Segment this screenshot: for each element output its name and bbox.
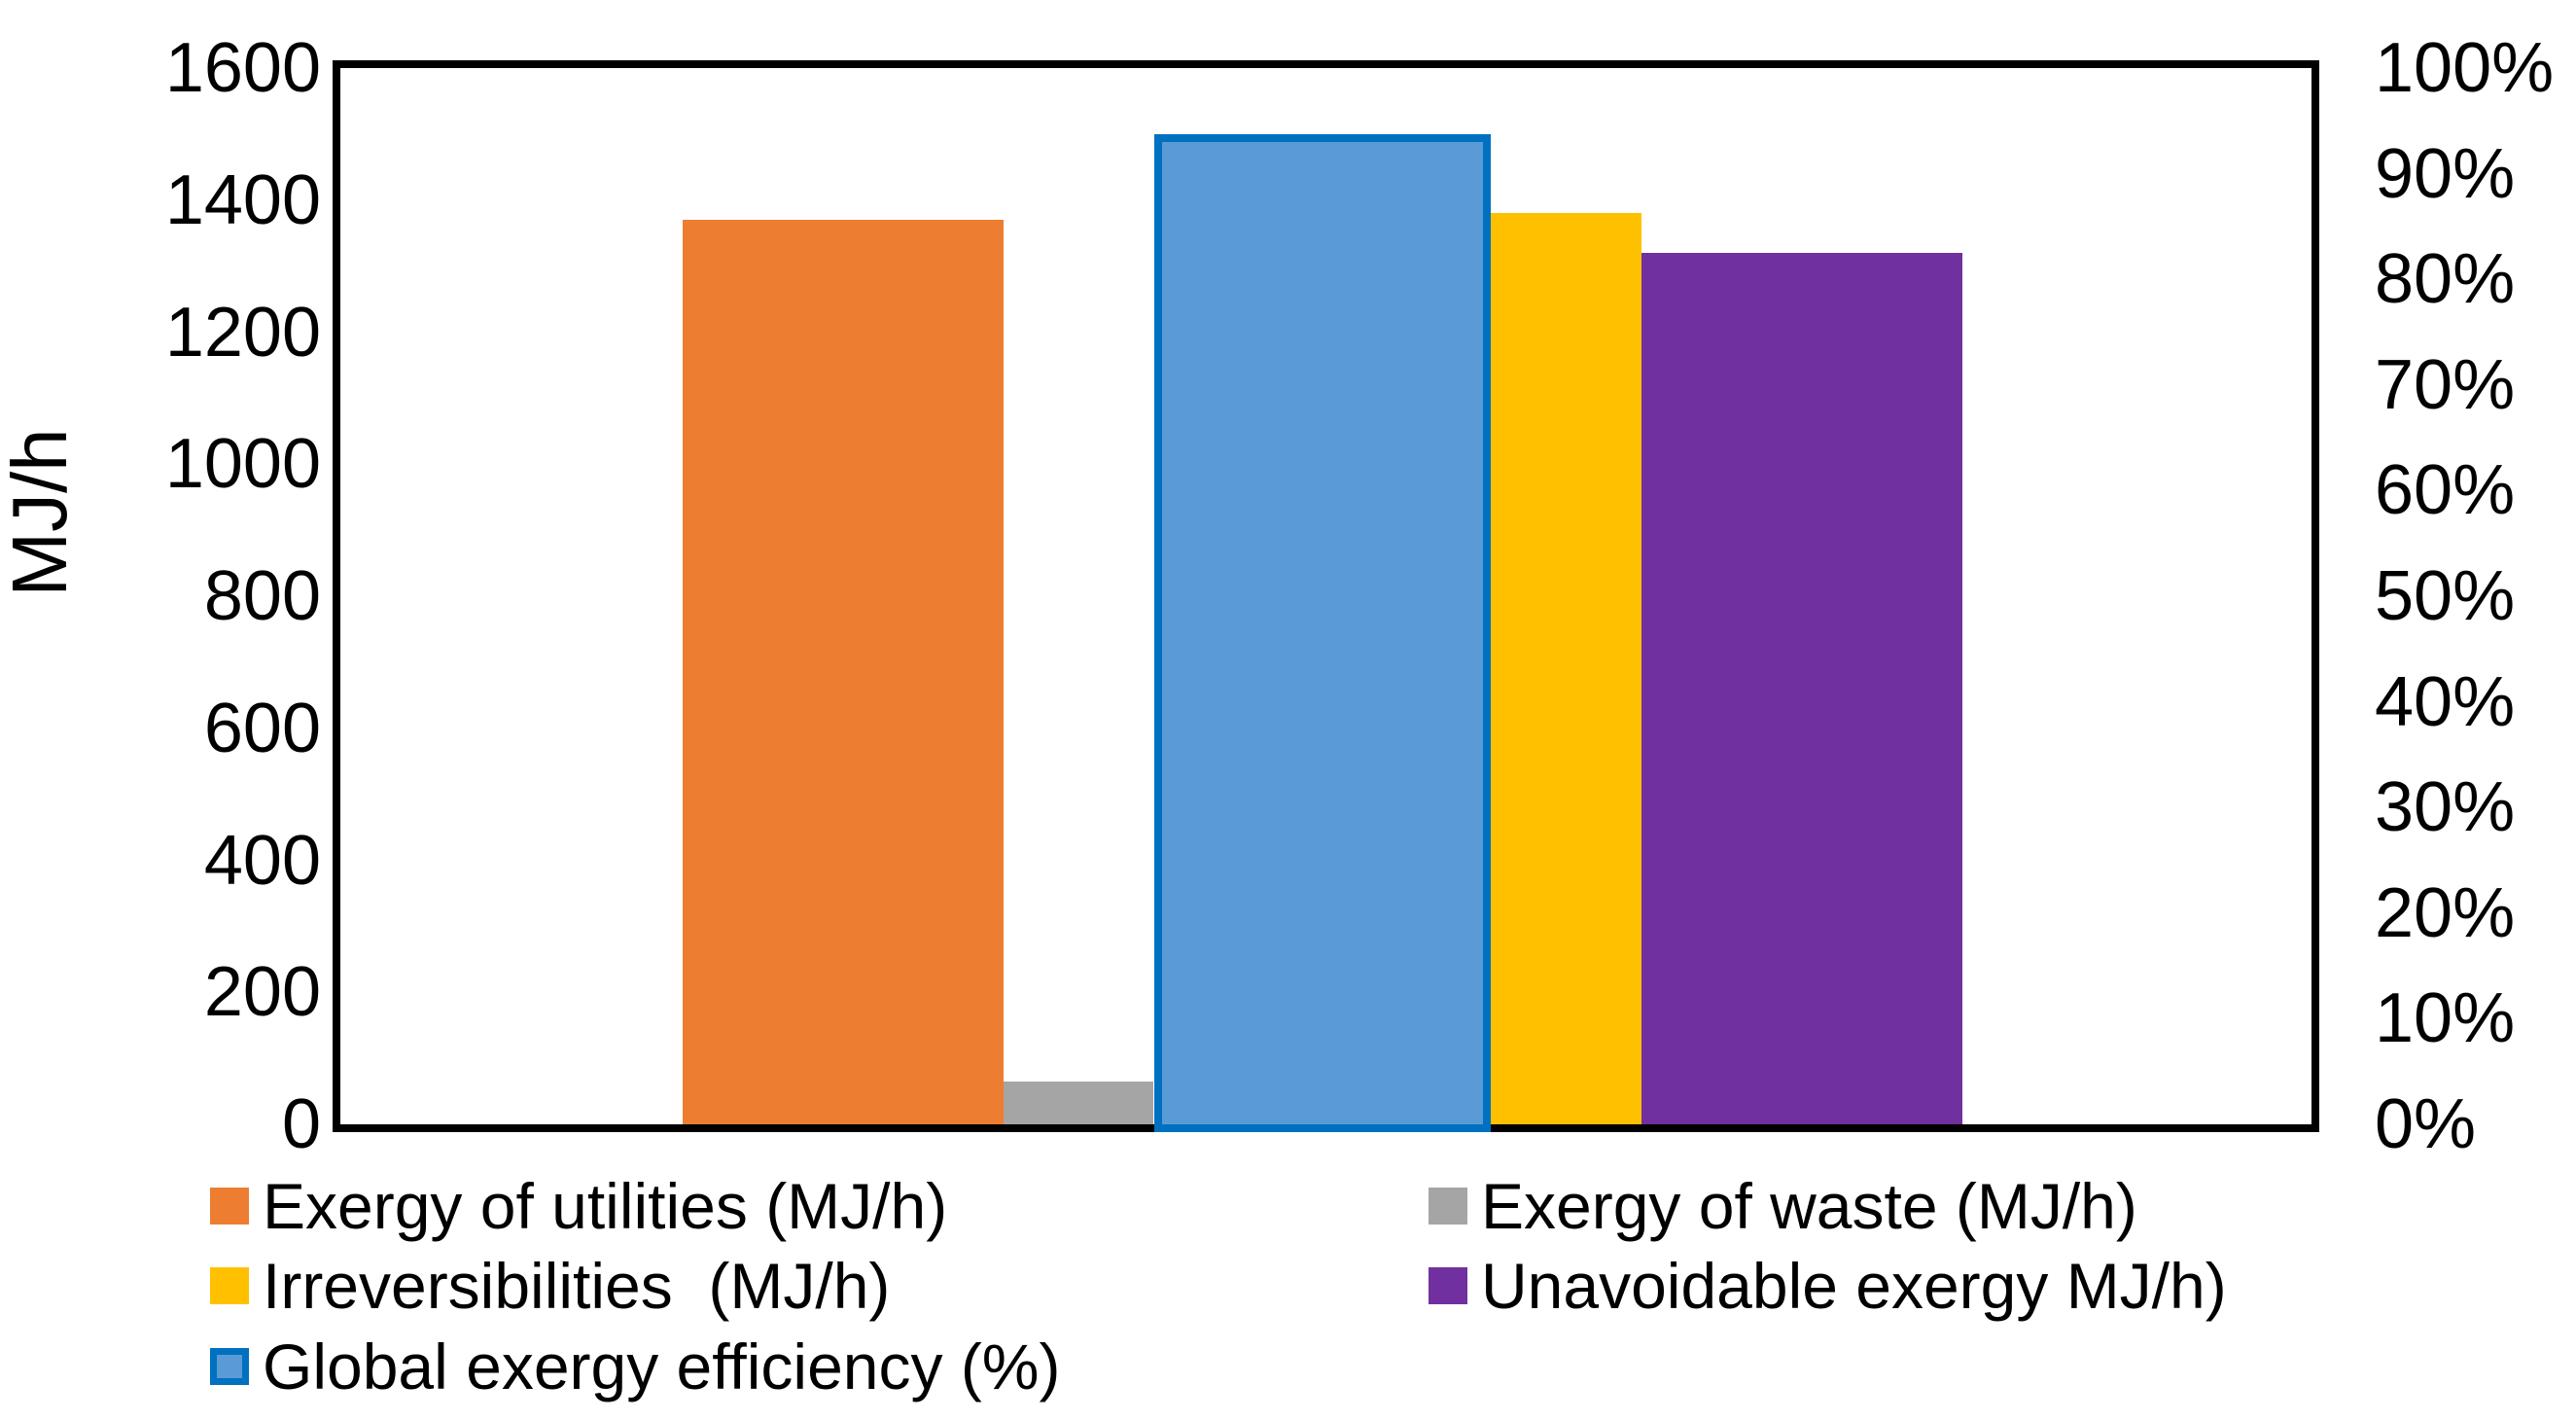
legend-label-exergy-of-utilities-mj-h: Exergy of utilities (MJ/h) <box>263 1170 948 1242</box>
legend-label-irreversibilities-mj-h: Irreversibilities (MJ/h) <box>263 1250 891 1322</box>
plot-area <box>333 60 2319 1132</box>
left-axis-tick-1200: 1200 <box>164 294 321 372</box>
bar-exergy-of-utilities-mj-h <box>683 220 1004 1124</box>
left-axis-title: MJ/h <box>0 428 83 597</box>
bar-global-exergy-efficiency <box>1154 134 1491 1132</box>
right-axis-tick-40: 40% <box>2375 663 2516 741</box>
left-axis-tick-200: 200 <box>203 953 321 1031</box>
legend-item-irreversibilities-mj-h: Irreversibilities (MJ/h) <box>210 1254 890 1318</box>
legend-swatch-irreversibilities-mj-h <box>210 1267 249 1304</box>
right-axis-tick-20: 20% <box>2375 874 2516 952</box>
right-axis-tick-90: 90% <box>2375 135 2516 213</box>
right-axis-tick-50: 50% <box>2375 557 2516 635</box>
right-axis-tick-80: 80% <box>2375 240 2516 318</box>
legend-swatch-exergy-of-utilities-mj-h <box>210 1188 249 1225</box>
right-axis-tick-10: 10% <box>2375 979 2516 1057</box>
right-axis-tick-30: 30% <box>2375 768 2516 846</box>
left-axis-tick-600: 600 <box>203 690 321 767</box>
right-axis-tick-0: 0% <box>2375 1085 2477 1163</box>
legend-swatch-global-exergy-efficiency <box>210 1348 249 1385</box>
legend-label-exergy-of-waste-mj-h: Exergy of waste (MJ/h) <box>1481 1170 2137 1242</box>
legend-label-global-exergy-efficiency: Global exergy efficiency (%) <box>263 1331 1061 1402</box>
left-axis-tick-400: 400 <box>203 822 321 900</box>
bar-exergy-of-waste-mj-h <box>1004 1082 1153 1124</box>
left-axis-tick-1600: 1600 <box>164 29 321 107</box>
legend-swatch-unavoidable-exergy-mj-h <box>1429 1267 1467 1304</box>
right-axis-tick-60: 60% <box>2375 451 2516 529</box>
legend-item-exergy-of-utilities-mj-h: Exergy of utilities (MJ/h) <box>210 1174 947 1238</box>
legend-item-global-exergy-efficiency: Global exergy efficiency (%) <box>210 1334 1060 1399</box>
legend-swatch-exergy-of-waste-mj-h <box>1429 1188 1467 1225</box>
legend-item-unavoidable-exergy-mj-h: Unavoidable exergy MJ/h) <box>1429 1254 2227 1318</box>
left-axis-tick-0: 0 <box>281 1085 321 1163</box>
left-axis-tick-1400: 1400 <box>164 161 321 239</box>
right-axis-tick-100: 100% <box>2375 29 2555 107</box>
plot-area-inner <box>340 68 2311 1132</box>
bar-unavoidable-exergy-mj-h <box>1641 253 1962 1124</box>
bar-irreversibilities-mj-h <box>1491 213 1641 1124</box>
right-axis-tick-70: 70% <box>2375 346 2516 424</box>
legend-label-unavoidable-exergy-mj-h: Unavoidable exergy MJ/h) <box>1481 1250 2227 1322</box>
legend-item-exergy-of-waste-mj-h: Exergy of waste (MJ/h) <box>1429 1174 2137 1238</box>
